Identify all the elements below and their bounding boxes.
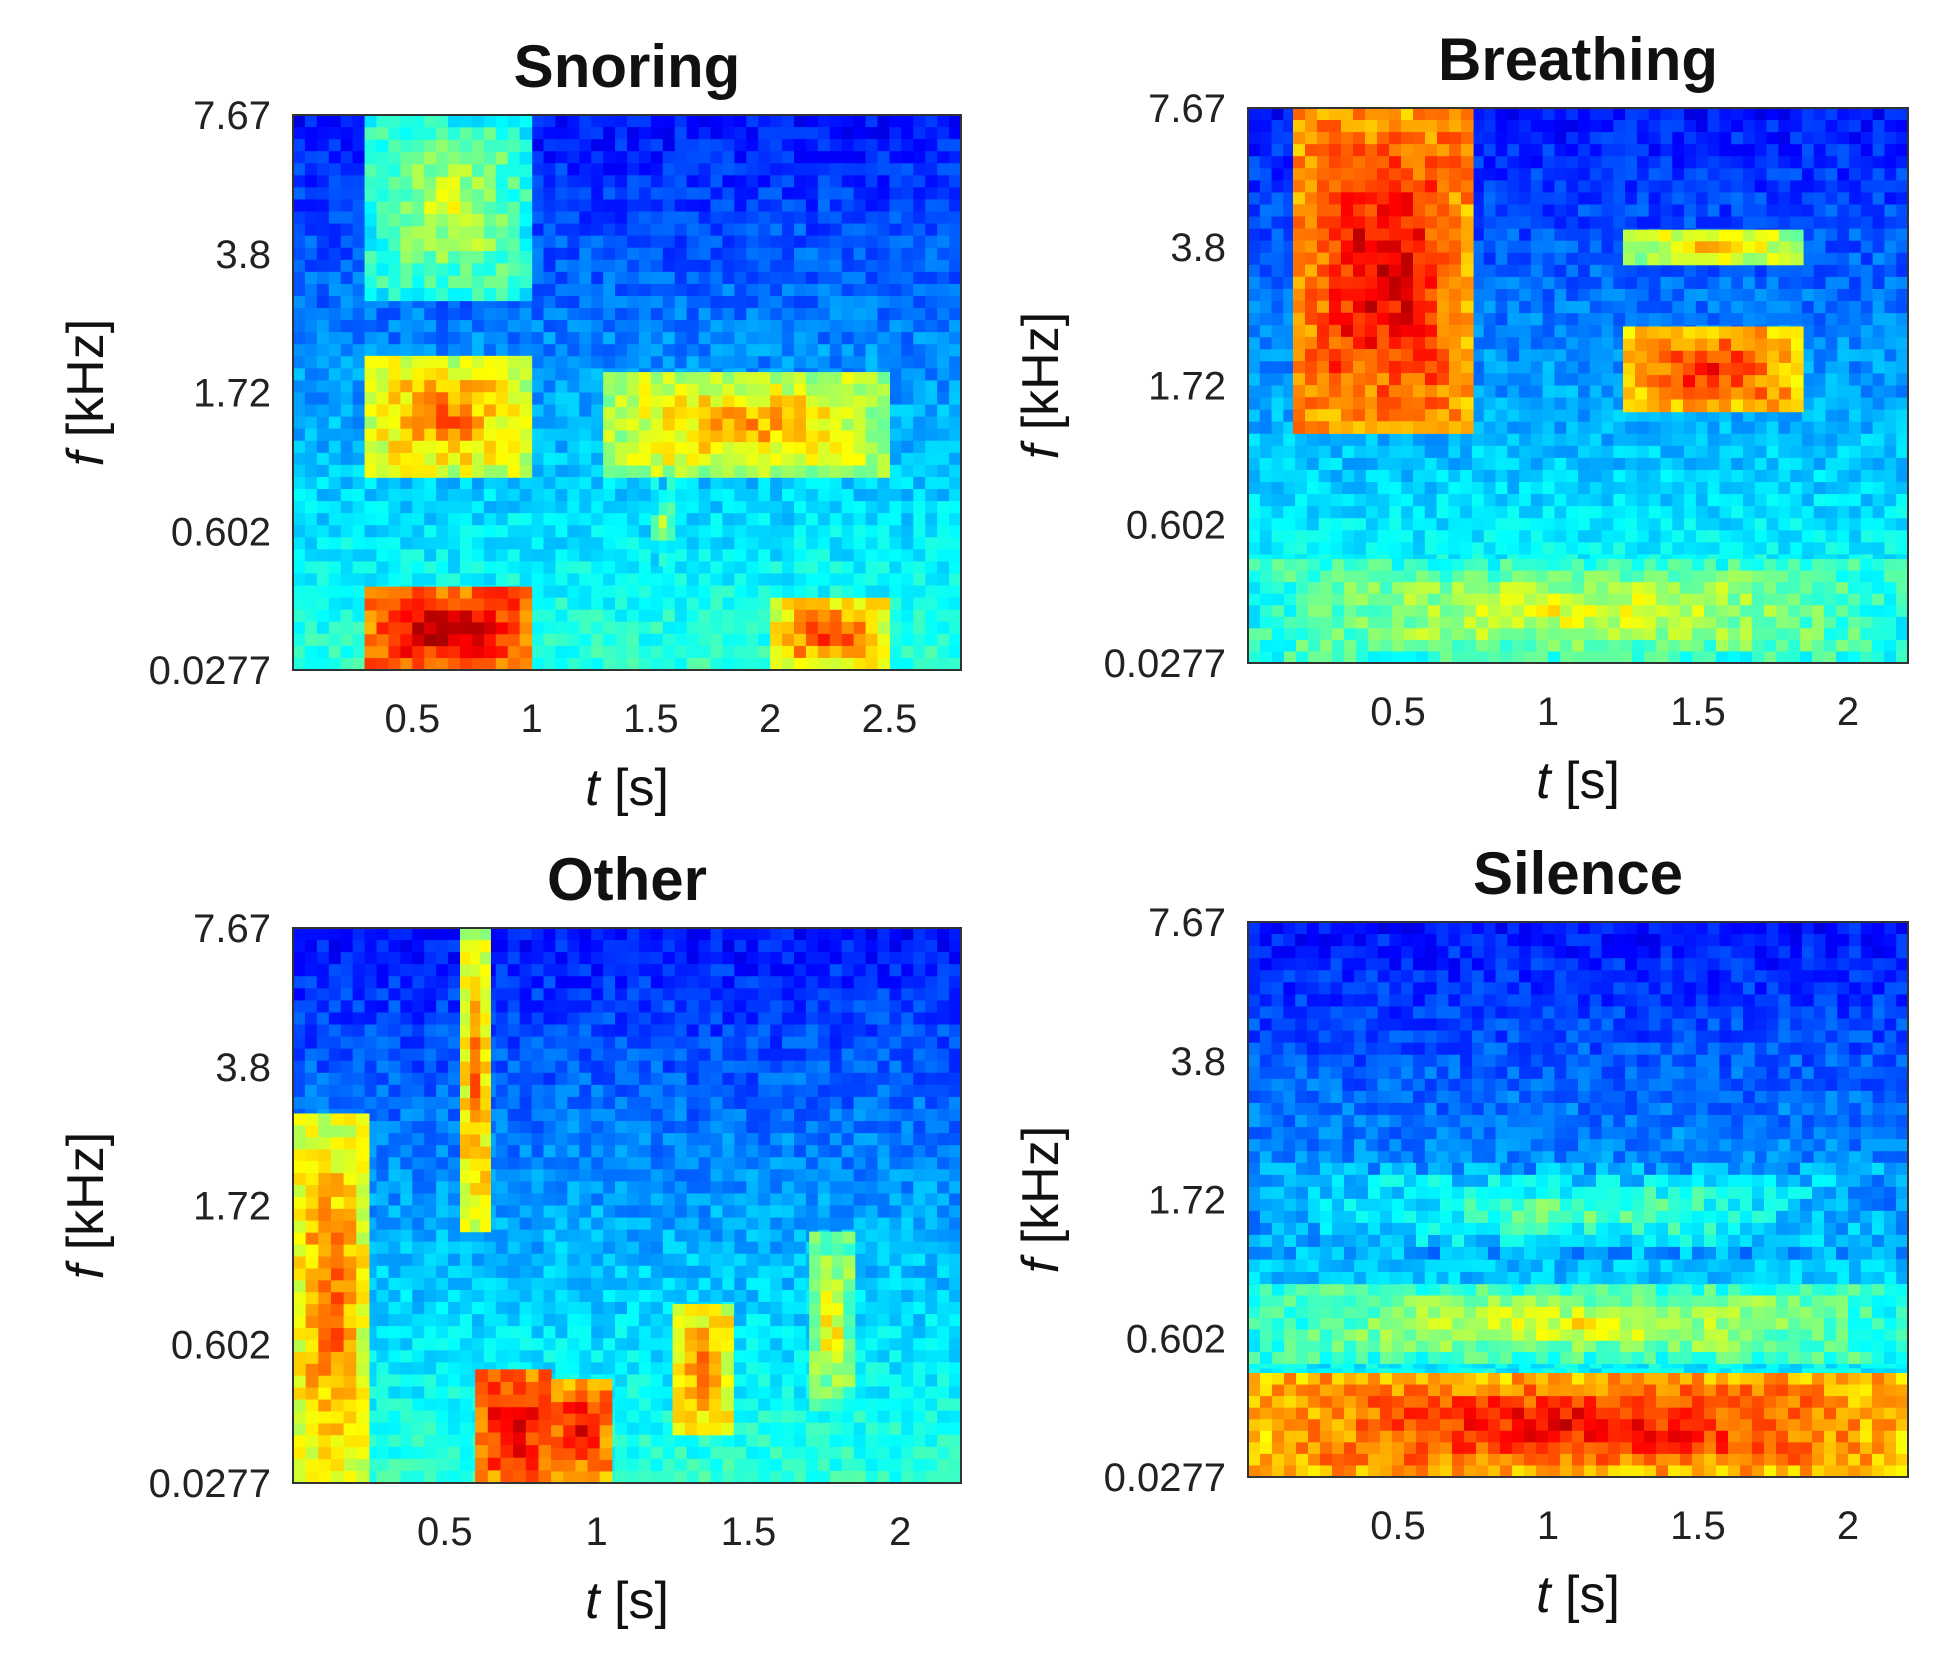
y-tick-label: 7.67: [1148, 87, 1226, 131]
y-tick-label: 3.8: [1170, 1040, 1226, 1084]
spectrogram-panel-1: Snoring 7.67 3.8 1.72 0.602 0.0277 0.5 1 1.5 2 2.5…: [57, 33, 962, 817]
x-tick-label: 1.5: [623, 697, 679, 741]
energy-region-6: [809, 1231, 856, 1412]
energy-region-2: [460, 928, 491, 1233]
y-tick-label: 0.0277: [149, 1462, 271, 1506]
x-tick-label: 2: [889, 1510, 911, 1554]
x-tick-label: 1: [586, 1510, 608, 1554]
y-tick-label: 0.602: [171, 1323, 271, 1367]
x-tick-label: 1.5: [721, 1510, 777, 1554]
energy-region-3: [364, 586, 533, 671]
y-tick-label: 0.0277: [1104, 642, 1226, 686]
y-tick-label: 1.72: [1148, 1179, 1226, 1223]
x-tick-label: 0.5: [417, 1510, 473, 1554]
x-axis-label: t [s]: [585, 1572, 669, 1630]
y-tick-label: 0.0277: [1104, 1456, 1226, 1500]
x-tick-label: 0.5: [1370, 690, 1426, 734]
plot-frame: [1247, 107, 1909, 664]
x-tick-label: 1: [1537, 1504, 1559, 1548]
x-tick-label: 2: [1837, 1504, 1859, 1548]
y-tick-label: 1.72: [1148, 365, 1226, 409]
x-tick-label: 2.5: [862, 697, 918, 741]
energy-region-2: [1248, 1284, 1909, 1364]
energy-region-4: [1248, 559, 1909, 664]
energy-region-6: [770, 597, 891, 671]
x-tick-label: 1.5: [1670, 1504, 1726, 1548]
y-tick-label: 0.602: [171, 510, 271, 554]
y-tick-label: 1.72: [193, 1185, 271, 1229]
x-tick-label: 1.5: [1670, 690, 1726, 734]
y-tick-label: 0.602: [1126, 503, 1226, 547]
y-tick-label: 1.72: [193, 372, 271, 416]
y-tick-label: 0.0277: [149, 649, 271, 693]
x-tick-label: 1: [520, 697, 542, 741]
panel-title: Silence: [1473, 840, 1683, 907]
energy-region-1: [364, 355, 533, 478]
x-tick-label: 2: [1837, 690, 1859, 734]
y-axis-label: f [kHz]: [1012, 1126, 1070, 1273]
energy-region-3: [1248, 1162, 1909, 1260]
y-tick-label: 7.67: [193, 94, 271, 138]
energy-region-5: [650, 477, 676, 567]
plot-frame: [1247, 921, 1909, 1478]
energy-region-2: [364, 115, 533, 302]
energy-region-4: [551, 1379, 613, 1484]
energy-region-3: [475, 1369, 552, 1484]
y-tick-label: 0.602: [1126, 1317, 1226, 1361]
y-tick-label: 7.67: [193, 907, 271, 951]
x-tick-label: 0.5: [384, 697, 440, 741]
spectrogram-panel-4: Silence 7.67 3.8 1.72 0.602 0.0277 0.5 1 1.5 2 t […: [1012, 840, 1909, 1624]
y-axis-label: f [kHz]: [57, 319, 115, 466]
energy-region-2: [1623, 326, 1804, 413]
x-tick-label: 1: [1537, 690, 1559, 734]
spectrogram-background: [293, 115, 962, 671]
x-axis-label: t [s]: [1536, 1566, 1620, 1624]
y-tick-label: 7.67: [1148, 901, 1226, 945]
spectrogram-panel-2: Breathing 7.67 3.8 1.72 0.602 0.0277 0.5 1 1.5 2 t…: [1012, 26, 1909, 810]
x-tick-label: 0.5: [1370, 1504, 1426, 1548]
panel-title: Breathing: [1438, 26, 1718, 93]
energy-region-1: [1293, 108, 1474, 434]
x-axis-label: t [s]: [1536, 752, 1620, 810]
panel-title: Snoring: [514, 33, 741, 100]
plot-frame: [292, 927, 962, 1484]
spectrogram-panel-3: Other 7.67 3.8 1.72 0.602 0.0277 0.5 1 1.5 2 t [s]…: [57, 846, 962, 1630]
y-tick-label: 3.8: [215, 1046, 271, 1090]
x-tick-label: 2: [759, 697, 781, 741]
plot-frame: [292, 114, 962, 671]
y-tick-label: 3.8: [215, 233, 271, 277]
energy-region-1: [1248, 1373, 1909, 1478]
y-axis-label: f [kHz]: [57, 1132, 115, 1279]
panel-title: Other: [547, 846, 707, 913]
y-tick-label: 3.8: [1170, 226, 1226, 270]
y-axis-label: f [kHz]: [1012, 312, 1070, 459]
energy-region-5: [672, 1303, 734, 1436]
energy-region-1: [293, 1113, 370, 1484]
spectrogram-background: [293, 928, 962, 1484]
energy-region-3: [1623, 229, 1804, 266]
energy-region-4: [603, 372, 891, 478]
x-axis-label: t [s]: [585, 759, 669, 817]
